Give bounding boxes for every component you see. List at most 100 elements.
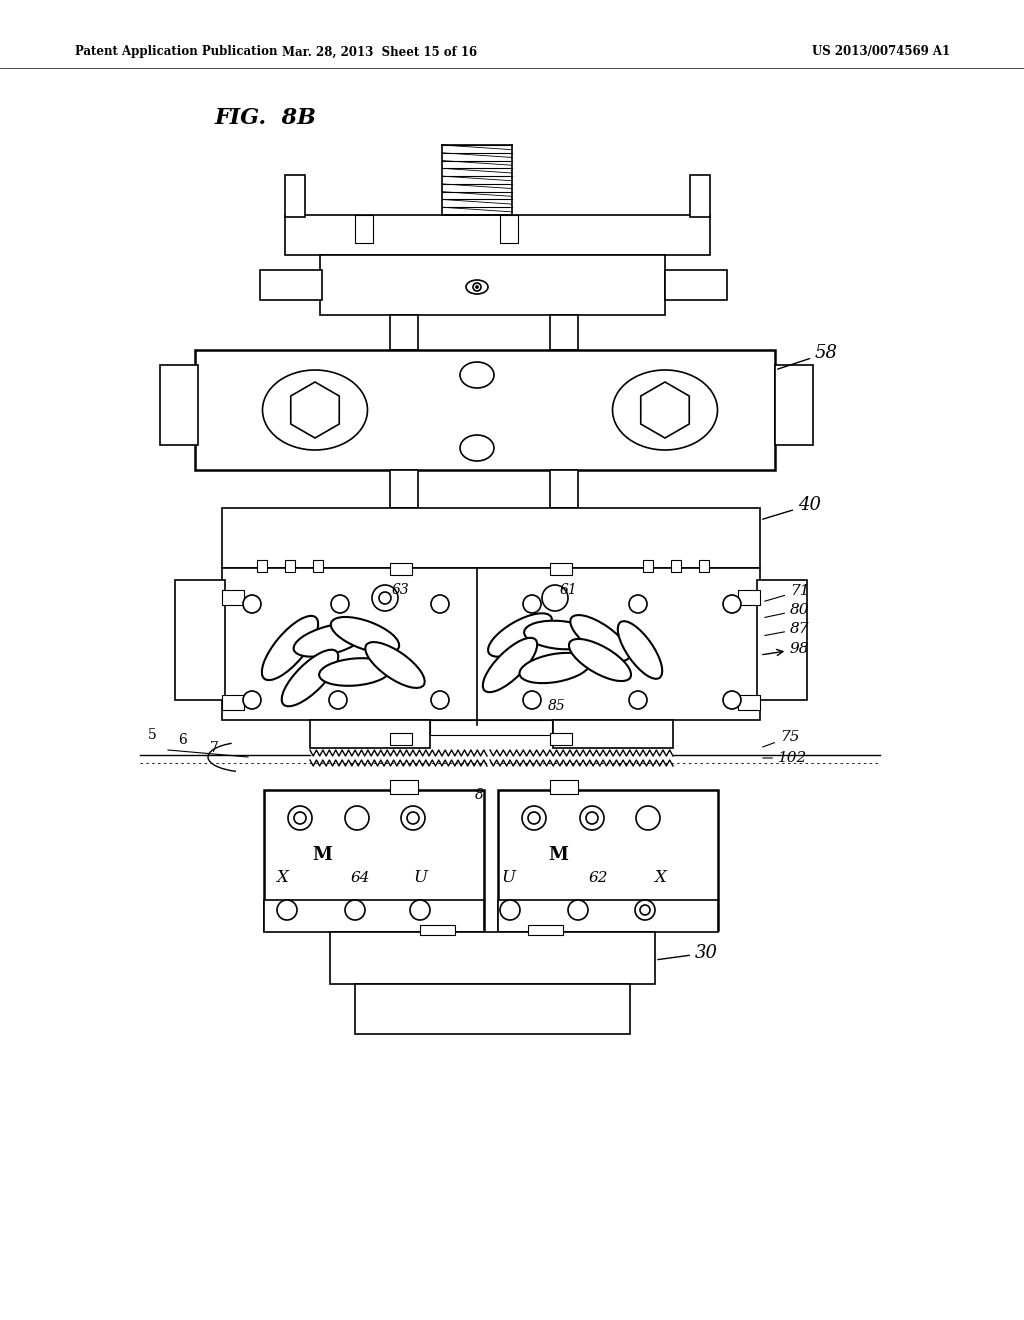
Ellipse shape xyxy=(366,642,425,688)
Circle shape xyxy=(568,900,588,920)
Circle shape xyxy=(278,900,297,920)
Text: X: X xyxy=(276,870,288,887)
Bar xyxy=(550,733,572,744)
Circle shape xyxy=(500,900,520,920)
Circle shape xyxy=(243,690,261,709)
Bar xyxy=(699,560,709,572)
Text: 8: 8 xyxy=(474,788,483,803)
Bar xyxy=(390,780,418,795)
Text: U: U xyxy=(413,870,427,887)
Ellipse shape xyxy=(460,436,494,461)
Bar xyxy=(222,590,244,605)
Circle shape xyxy=(379,591,391,605)
Ellipse shape xyxy=(466,280,488,294)
Bar xyxy=(390,564,412,576)
Bar xyxy=(498,900,718,932)
Circle shape xyxy=(345,900,365,920)
Circle shape xyxy=(372,585,398,611)
Bar xyxy=(260,271,322,300)
Bar xyxy=(643,560,653,572)
Bar xyxy=(264,789,484,931)
Ellipse shape xyxy=(617,622,663,678)
Circle shape xyxy=(345,807,369,830)
Bar xyxy=(222,568,760,719)
Bar xyxy=(500,215,518,243)
Circle shape xyxy=(407,812,419,824)
Circle shape xyxy=(586,812,598,824)
Ellipse shape xyxy=(460,362,494,388)
Bar xyxy=(528,925,563,935)
Circle shape xyxy=(542,585,568,611)
Text: 7: 7 xyxy=(210,741,219,755)
Ellipse shape xyxy=(262,370,368,450)
Circle shape xyxy=(331,595,349,612)
Text: 30: 30 xyxy=(657,944,718,962)
Circle shape xyxy=(329,690,347,709)
Text: 6: 6 xyxy=(178,733,186,747)
Bar xyxy=(390,315,418,350)
Ellipse shape xyxy=(294,623,367,656)
Bar xyxy=(310,719,430,748)
Ellipse shape xyxy=(262,616,318,680)
Text: Patent Application Publication: Patent Application Publication xyxy=(75,45,278,58)
Ellipse shape xyxy=(482,638,538,692)
Ellipse shape xyxy=(319,659,391,686)
Circle shape xyxy=(288,807,312,830)
Bar xyxy=(757,579,807,700)
Bar xyxy=(319,255,665,315)
Circle shape xyxy=(410,900,430,920)
Circle shape xyxy=(640,906,650,915)
Text: 5: 5 xyxy=(148,729,157,742)
Circle shape xyxy=(629,690,647,709)
Text: 75: 75 xyxy=(763,730,800,747)
Text: 102: 102 xyxy=(763,751,807,766)
Bar xyxy=(775,366,813,445)
Ellipse shape xyxy=(331,616,399,653)
Polygon shape xyxy=(291,381,339,438)
Bar xyxy=(264,900,484,932)
Bar xyxy=(420,925,455,935)
Ellipse shape xyxy=(524,620,596,649)
Circle shape xyxy=(528,812,540,824)
Text: Mar. 28, 2013  Sheet 15 of 16: Mar. 28, 2013 Sheet 15 of 16 xyxy=(283,45,477,58)
Text: 85: 85 xyxy=(548,700,565,713)
Bar xyxy=(430,719,552,735)
Bar xyxy=(550,780,578,795)
Circle shape xyxy=(431,690,449,709)
Bar xyxy=(285,215,710,255)
Bar xyxy=(355,983,630,1034)
Text: 62: 62 xyxy=(588,871,608,884)
Circle shape xyxy=(580,807,604,830)
Text: 71: 71 xyxy=(765,583,810,601)
Bar xyxy=(550,564,572,576)
Text: 98: 98 xyxy=(763,642,810,656)
Ellipse shape xyxy=(569,639,631,681)
Circle shape xyxy=(636,807,660,830)
Bar xyxy=(285,176,305,216)
Circle shape xyxy=(475,285,478,289)
Bar xyxy=(690,176,710,216)
Ellipse shape xyxy=(282,649,338,706)
Bar xyxy=(390,470,418,508)
Text: M: M xyxy=(312,846,332,865)
Bar xyxy=(195,350,775,470)
Circle shape xyxy=(401,807,425,830)
Circle shape xyxy=(635,900,655,920)
Bar xyxy=(222,696,244,710)
Bar xyxy=(671,560,681,572)
Ellipse shape xyxy=(519,653,591,684)
Circle shape xyxy=(523,595,541,612)
Bar xyxy=(738,590,760,605)
Circle shape xyxy=(723,595,741,612)
Text: X: X xyxy=(654,870,666,887)
Ellipse shape xyxy=(570,615,630,661)
Bar xyxy=(313,560,323,572)
Text: U: U xyxy=(501,870,515,887)
Ellipse shape xyxy=(488,614,552,657)
Text: 64: 64 xyxy=(350,871,370,884)
Circle shape xyxy=(431,595,449,612)
Bar xyxy=(222,508,760,568)
Circle shape xyxy=(522,807,546,830)
Bar xyxy=(355,215,373,243)
Bar xyxy=(665,271,727,300)
